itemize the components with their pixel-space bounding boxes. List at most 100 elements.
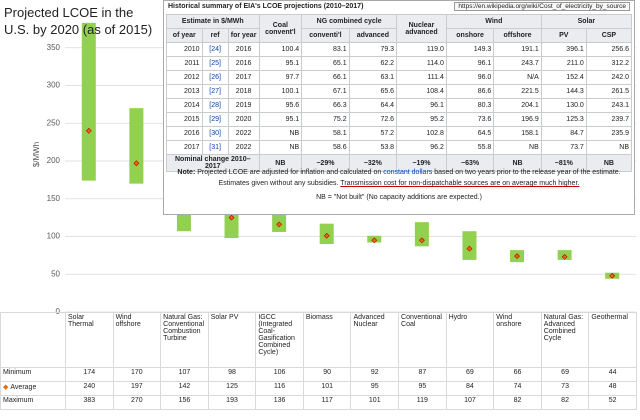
category-label: Natural Gas: Advanced Combined Cycle [540,312,590,368]
data-cell: 66.1 [301,70,350,85]
value-cell: 107 [160,367,209,382]
note-lead: Note: [177,169,196,176]
category-label: Biomass [302,312,352,368]
range-bar [462,231,477,260]
value-cell: 125 [207,381,257,396]
data-cell: 2013 [166,84,203,99]
value-cell: 74 [493,381,542,396]
data-cell: 158.1 [493,126,542,141]
data-cell: 108.4 [396,84,447,99]
data-cell: 95.6 [258,98,303,113]
value-cell: 52 [588,395,637,410]
value-cell: 101 [350,395,400,410]
average-marker [133,160,140,167]
data-cell: NB [585,140,633,155]
value-cell: 73 [540,381,590,396]
header-cell: NG combined cycle [301,14,398,29]
data-cell: 65.1 [301,56,350,71]
header-cell: Solar [540,14,633,29]
data-cell: 191.1 [493,42,542,57]
data-row: 2010 [24] 2016 100.4 83.1 79.3 119.0 149.3 191.1… [166,42,633,57]
data-row: 2014 [28] 2019 95.6 66.3 64.4 96.1 80.3 204.1 130… [166,98,633,113]
value-cell: 383 [65,395,114,410]
average-marker [85,127,92,134]
note-part: Projected LCOE are adjusted for inflatio… [197,169,384,176]
data-cell: 102.8 [396,126,447,141]
data-cell: 96.0 [445,70,495,85]
value-cell: 107 [445,395,495,410]
value-cell: 174 [65,367,114,382]
value-cell: 92 [350,367,400,382]
y-tick-label: 100 [47,232,61,241]
data-cell: 95.1 [258,112,303,127]
value-cell: 193 [207,395,257,410]
value-cell: 82 [493,395,542,410]
data-cell: 119.0 [396,42,447,57]
header-cell: conventi'l [301,28,350,43]
data-cell: 100.1 [258,84,303,99]
header-cell: Estimate in $/MWh [166,14,260,29]
value-cell: 69 [540,367,590,382]
data-cell: 80.3 [445,98,495,113]
data-cell: 2020 [227,112,260,127]
note-part: constant dollars [383,169,433,176]
data-cell: 2016 [227,56,260,71]
category-label: Wind onshore [493,312,542,368]
data-cell: 243.1 [585,98,633,113]
data-cell: 239.7 [585,112,633,127]
data-cell: 100.4 [258,42,303,57]
data-cell: 95.1 [258,56,303,71]
category-label: Wind offshore [112,312,162,368]
data-cell: NB [258,140,303,155]
note-part: based on two years prior to the release … [218,169,621,187]
nb-note: NB = "Not built" (No capacity additions … [316,194,482,201]
data-cell: 144.3 [540,84,587,99]
y-tick-label: 150 [47,194,61,203]
data-cell: 67.1 [301,84,350,99]
value-cell: 116 [255,381,304,396]
y-tick-label: 0 [56,307,61,316]
y-tick-label: 250 [47,118,61,127]
footer-cell: NB [258,154,303,172]
data-cell: 2012 [166,70,203,85]
data-cell: 2010 [166,42,203,57]
data-cell: 2022 [227,126,260,141]
data-cell: 2016 [166,126,203,141]
y-tick-label: 50 [51,269,60,278]
data-row: 2015 [29] 2020 95.1 75.2 72.6 95.2 73.6 196.9 125… [166,112,633,127]
footer-label: Nominal change 2010–2017 [166,154,260,172]
category-label: Natural Gas: Conventional Combustion Tur… [160,312,209,368]
average-marker [276,221,283,228]
value-cell: 44 [588,367,637,382]
data-cell: 243.7 [493,56,542,71]
range-bar [129,108,144,184]
chart-title: Projected LCOE in the U.S. by 2020 (as o… [4,5,153,37]
y-tick-label: 200 [47,156,61,165]
note-part: Transmission cost for non-dispatchable s… [340,180,580,187]
data-cell: 256.6 [585,42,633,57]
category-label: Solar PV [207,312,257,368]
footer-cell: −32% [348,154,398,172]
data-cell: 79.3 [348,42,398,57]
lcoe-summary-panel: Historical summary of EIA's LCOE project… [163,0,635,215]
header-cell: offshore [493,28,542,43]
header-cell: PV [540,28,587,43]
note-text: Note: Projected LCOE are adjusted for in… [166,167,632,189]
data-cell: 204.1 [493,98,542,113]
value-cell: 106 [255,367,304,382]
corner-cell [0,312,66,368]
data-cell: NB [493,140,542,155]
legend-label: Maximum [3,397,34,404]
value-cell: 66 [493,367,542,382]
footer-cell: NB [585,154,633,172]
value-cell: 270 [112,395,162,410]
data-cell: [28] [201,98,229,113]
header-cell: of year [166,28,203,43]
data-cell: 2015 [166,112,203,127]
header-row: of year ref for year conventi'l advanced onsh… [166,28,633,43]
data-cell: 83.1 [301,42,350,57]
data-cell: 57.2 [348,126,398,141]
value-cell: 48 [588,381,637,396]
series-row: Maximum 383 270 156 193 136 117 101 119 107 82 82 52 [0,395,637,410]
value-cell: 82 [540,395,590,410]
